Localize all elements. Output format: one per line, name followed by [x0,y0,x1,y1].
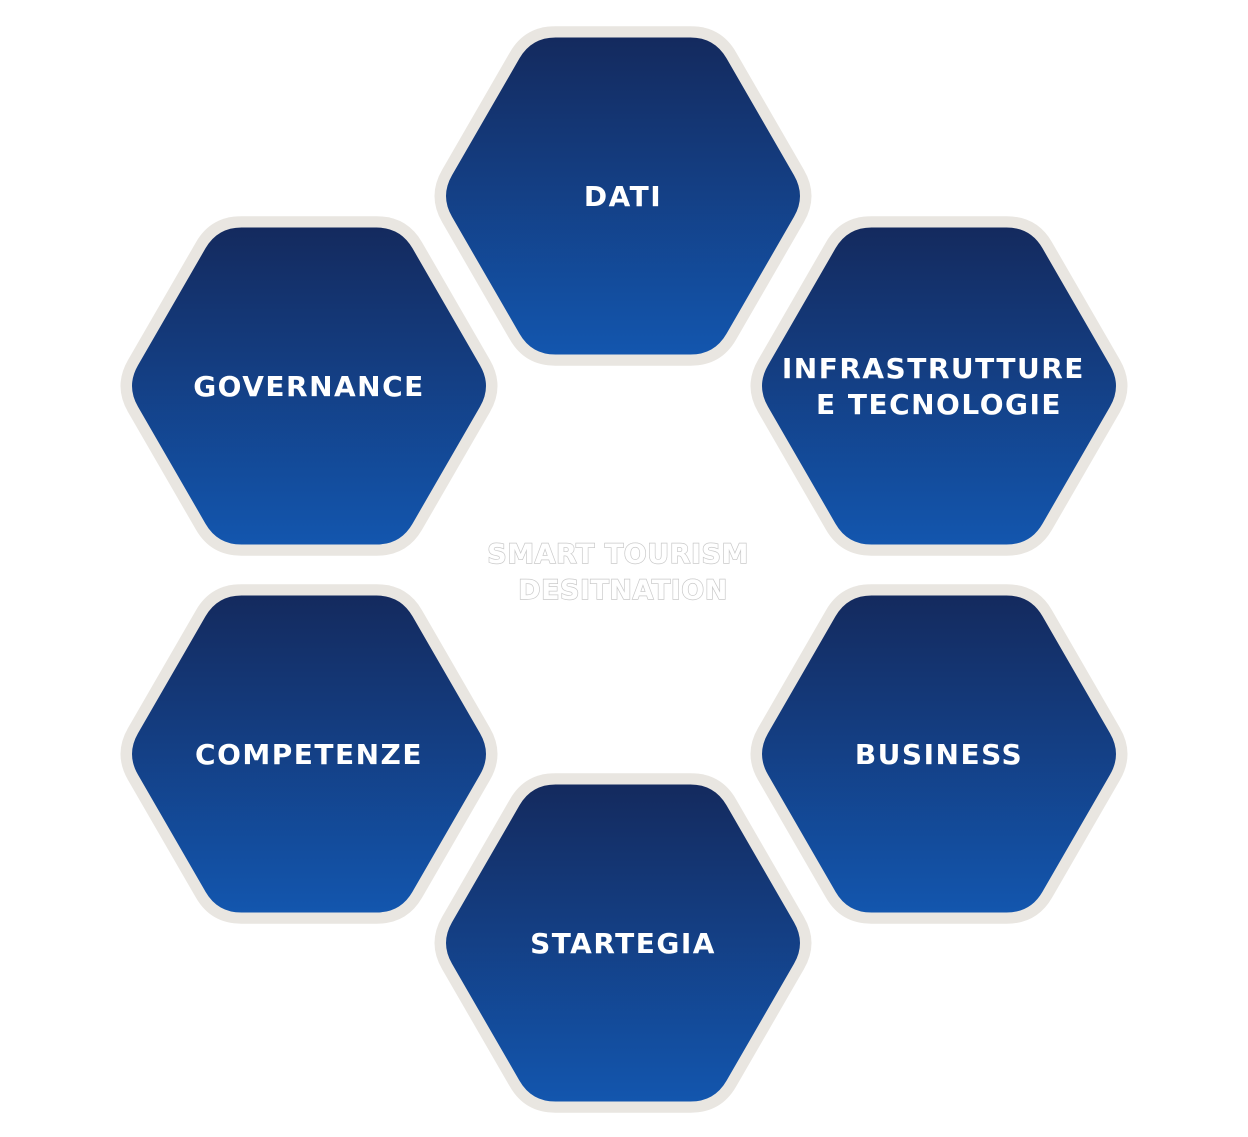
hex-label-line: INFRASTRUTTURE [782,352,1085,385]
hex-fill [446,784,800,1102]
hex-label-line: COMPETENZE [195,738,423,771]
hex-label-competenze: COMPETENZE [195,738,423,771]
hex-fill [446,37,800,355]
hex-node-business: BUSINESS [750,584,1128,924]
hex-label-dati: DATI [584,180,662,213]
hex-node-governance: GOVERNANCE [120,216,498,556]
hex-fill [132,595,486,913]
center-title-line: DESITNATION [518,575,728,606]
center-title-line: SMART TOURISM [487,539,749,570]
center-title: SMART TOURISM DESITNATION [487,539,758,606]
hex-label-line: STARTEGIA [530,927,716,960]
hex-node-dati: DATI [434,26,812,366]
hex-label-line: E TECNOLOGIE [816,388,1062,421]
hex-fill [762,227,1116,545]
hex-fill [762,595,1116,913]
hex-node-startegia: STARTEGIA [434,773,812,1113]
hex-label-line: BUSINESS [855,738,1023,771]
hex-label-business: BUSINESS [855,738,1023,771]
hex-node-competenze: COMPETENZE [120,584,498,924]
hex-label-startegia: STARTEGIA [530,927,716,960]
hex-fill [132,227,486,545]
hex-label-line: DATI [584,180,662,213]
hex-label-infrastrutture: INFRASTRUTTURE E TECNOLOGIE [782,352,1096,421]
hex-node-infrastrutture: INFRASTRUTTURE E TECNOLOGIE [750,216,1128,556]
hex-label-line: GOVERNANCE [193,370,425,403]
hex-label-governance: GOVERNANCE [193,370,425,403]
